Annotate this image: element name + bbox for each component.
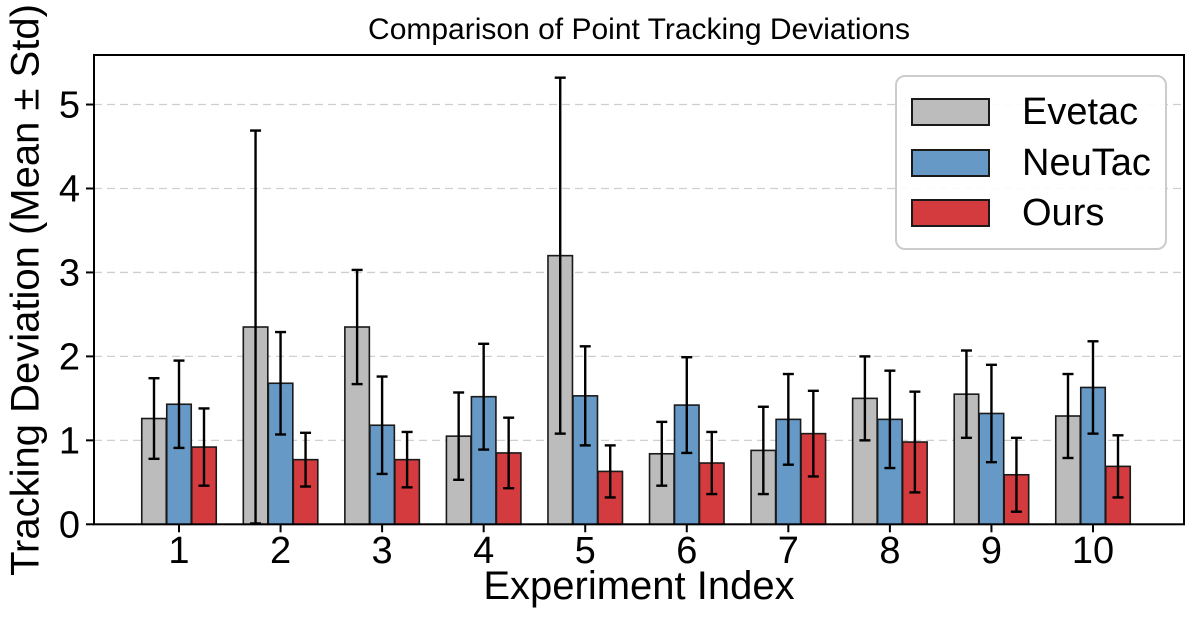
legend-item-evetac: Evetac [911,93,1165,131]
y-axis-label: Tracking Deviation (Mean ± Std) [3,4,48,576]
x-axis-label: Experiment Index [483,564,795,608]
x-tick-label: 5 [575,530,596,572]
y-tick-label: 5 [59,85,80,127]
x-tick-label: 9 [981,530,1002,572]
legend-swatch-neutac [911,148,990,177]
legend: Evetac NeuTac Ours [895,75,1167,250]
x-tick-label: 7 [778,530,799,572]
legend-swatch-evetac [911,98,990,127]
y-tick-label: 4 [59,168,80,210]
x-tick-label: 1 [168,530,189,572]
legend-label-evetac: Evetac [1022,91,1139,134]
x-tick-label: 3 [372,530,393,572]
y-tick-label: 1 [59,420,80,462]
chart-title: Comparison of Point Tracking Deviations [368,13,910,46]
legend-label-ours: Ours [1022,191,1105,234]
y-tick-label: 3 [59,252,80,294]
x-tick-label: 6 [676,530,697,572]
legend-swatch-ours [911,198,990,227]
x-tick-label: 2 [270,530,291,572]
x-tick-label: 10 [1072,530,1114,572]
x-tick-label: 8 [879,530,900,572]
legend-label-neutac: NeuTac [1022,141,1151,184]
x-tick-label: 4 [473,530,494,572]
y-tick-label: 0 [59,504,80,546]
legend-item-ours: Ours [911,194,1165,232]
legend-item-neutac: NeuTac [911,144,1165,182]
plot-border [93,54,1185,526]
y-tick-label: 2 [59,336,80,378]
